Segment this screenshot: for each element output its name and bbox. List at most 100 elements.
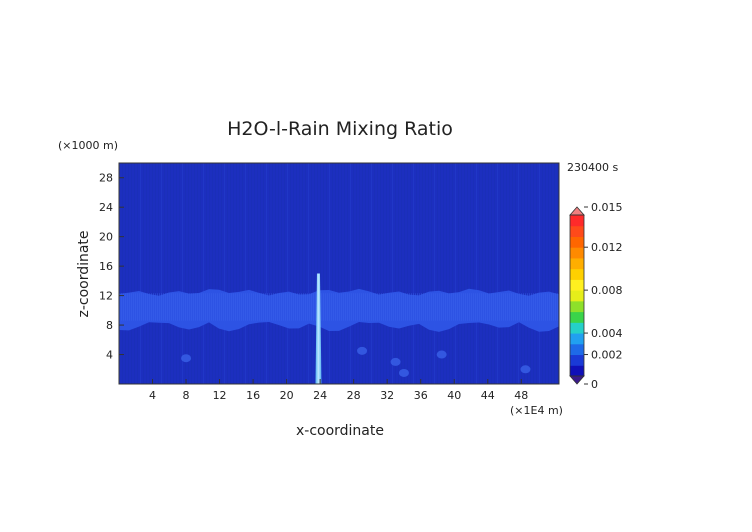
heatmap-streak	[551, 163, 552, 384]
cloud-layer-streak	[311, 293, 312, 321]
cloud-layer-streak	[389, 293, 390, 321]
rain-patch	[390, 357, 401, 366]
cloud-layer-streak	[323, 293, 324, 321]
cloud-layer-streak	[303, 293, 304, 321]
rain-column	[315, 273, 322, 384]
cloud-layer-streak	[471, 293, 472, 321]
cloud-layer-streak	[153, 293, 154, 321]
cloud-layer-streak	[521, 293, 522, 321]
heatmap-streak	[242, 163, 243, 384]
heatmap-streak	[146, 163, 147, 384]
cloud-layer-streak	[255, 293, 256, 321]
x-axis-label: x-coordinate	[296, 423, 384, 439]
cloud-layer-streak	[343, 293, 344, 321]
cloud-layer-streak	[133, 293, 134, 321]
cloud-layer-streak	[433, 293, 434, 321]
heatmap-streak	[506, 163, 507, 384]
cloud-layer-streak	[505, 293, 506, 321]
heatmap-streak	[419, 163, 420, 384]
heatmap-streak	[467, 163, 468, 384]
cloud-layer-streak	[327, 293, 328, 321]
heatmap-streak	[377, 163, 378, 384]
cloud-layer-streak	[353, 293, 354, 321]
colorbar-tick-label: 0	[591, 378, 598, 391]
heatmap-streak	[515, 163, 516, 384]
cloud-layer-streak	[181, 293, 182, 321]
cloud-layer-texture	[119, 293, 558, 321]
heatmap-streak	[368, 163, 369, 384]
cloud-layer-streak	[541, 293, 542, 321]
cloud-layer-streak	[207, 293, 208, 321]
cloud-layer-streak	[231, 293, 232, 321]
colorbar-segment	[570, 290, 584, 302]
y-axis: 4 8 12 16 20 24 28	[99, 172, 124, 362]
cloud-layer-streak	[427, 293, 428, 321]
cloud-layer-streak	[529, 293, 530, 321]
cloud-layer-streak	[439, 293, 440, 321]
rain-patch	[357, 346, 368, 355]
x-tick-label: 24	[313, 389, 327, 402]
cloud-layer-streak	[165, 293, 166, 321]
cloud-layer-streak	[483, 293, 484, 321]
rain-patch	[520, 365, 531, 374]
cloud-layer-streak	[405, 293, 406, 321]
heatmap-streak	[293, 163, 294, 384]
heatmap-streak	[335, 163, 336, 384]
cloud-layer-streak	[553, 293, 554, 321]
cloud-layer-streak	[127, 293, 128, 321]
heatmap-streak	[389, 163, 390, 384]
heatmap-streak	[548, 163, 549, 384]
heatmap-streak	[500, 163, 501, 384]
chart-title: H2O-l-Rain Mixing Ratio	[227, 118, 453, 140]
cloud-layer-streak	[185, 293, 186, 321]
heatmap-streak	[488, 163, 489, 384]
heatmap-streak	[464, 163, 465, 384]
cloud-layer-streak	[443, 293, 444, 321]
colorbar-max-arrow	[569, 206, 585, 216]
cloud-layer-streak	[169, 293, 170, 321]
cloud-layer-streak	[467, 293, 468, 321]
cloud-layer-streak	[459, 293, 460, 321]
cloud-layer-streak	[383, 293, 384, 321]
heatmap-streak	[194, 163, 195, 384]
cloud-layer-streak	[511, 293, 512, 321]
cloud-layer-streak	[455, 293, 456, 321]
heatmap-streak	[392, 163, 393, 384]
cloud-layer-streak	[487, 293, 488, 321]
heatmap-streak	[221, 163, 222, 384]
cloud-layer-streak	[217, 293, 218, 321]
heatmap-streak	[290, 163, 291, 384]
cloud-layer-streak	[125, 293, 126, 321]
cloud-layer-streak	[355, 293, 356, 321]
cloud-layer-streak	[227, 293, 228, 321]
heatmap-streak	[248, 163, 249, 384]
heatmap-streak	[161, 163, 162, 384]
heatmap-streak	[287, 163, 288, 384]
heatmap-streak	[512, 163, 513, 384]
heatmap-streak	[536, 163, 537, 384]
x-tick-label: 8	[183, 389, 190, 402]
cloud-layer-streak	[341, 293, 342, 321]
cloud-layer-streak	[337, 293, 338, 321]
cloud-layer-streak	[453, 293, 454, 321]
cloud-layer-streak	[235, 293, 236, 321]
heatmap-streak	[137, 163, 138, 384]
heatmap-streak	[350, 163, 351, 384]
y-tick-label: 8	[106, 319, 113, 332]
cloud-layer-streak	[347, 293, 348, 321]
cloud-layer-streak	[259, 293, 260, 321]
y-tick-label: 16	[99, 260, 113, 273]
cloud-layer-streak	[399, 293, 400, 321]
cloud-layer-streak	[271, 293, 272, 321]
cloud-layer-streak	[397, 293, 398, 321]
colorbar-segment	[570, 333, 584, 345]
heatmap-streak	[209, 163, 210, 384]
cloud-layer-streak	[501, 293, 502, 321]
heatmap-streak	[329, 163, 330, 384]
heatmap-streak	[149, 163, 150, 384]
cloud-layer-streak	[333, 293, 334, 321]
y-tick-label: 12	[99, 290, 113, 303]
cloud-layer-streak	[477, 293, 478, 321]
y-tick-label: 4	[106, 349, 113, 362]
heatmap-streak	[299, 163, 300, 384]
